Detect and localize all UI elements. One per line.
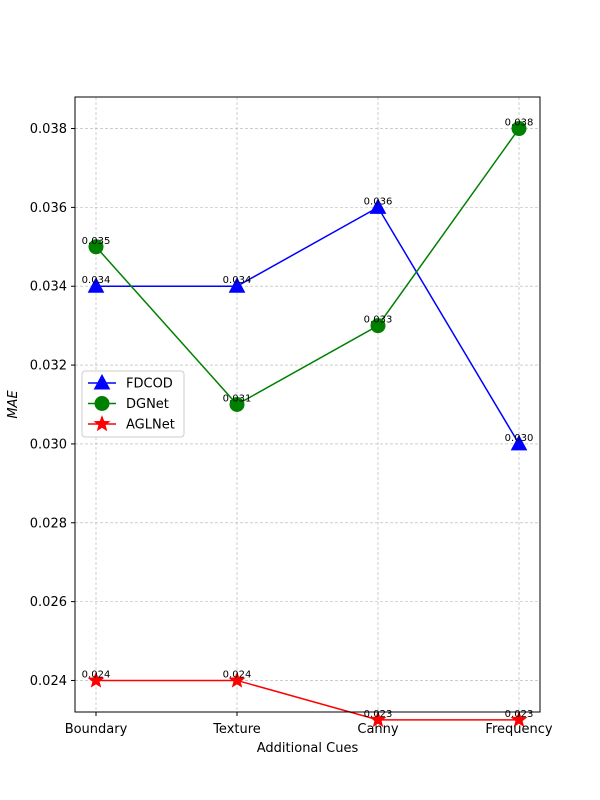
legend-label: FDCOD — [126, 377, 173, 392]
data-point — [511, 121, 527, 137]
data-point — [229, 397, 245, 412]
legend-marker — [93, 373, 111, 390]
x-tick-label: Texture — [212, 722, 261, 737]
y-tick-label: 0.024 — [30, 674, 67, 689]
series-aglnet — [87, 671, 528, 728]
y-tick-label: 0.032 — [30, 359, 67, 374]
series-line — [96, 679, 519, 721]
data-label: 0.036 — [364, 196, 393, 207]
legend-marker — [93, 415, 111, 432]
plot-frame — [74, 96, 541, 713]
series-layer — [87, 121, 528, 728]
legend-item: AGLNet — [88, 415, 175, 433]
x-tick-label: Boundary — [65, 722, 128, 737]
data-label: 0.030 — [505, 433, 534, 444]
data-point — [369, 710, 387, 728]
legend-item: FDCOD — [88, 373, 173, 392]
x-axis: Boundary Texture Canny Frequency — [65, 712, 553, 737]
data-point — [228, 671, 246, 688]
data-label: 0.034 — [223, 275, 252, 286]
y-axis: 0.024 0.026 0.028 0.030 0.032 0.034 0.036 0.038 — [30, 122, 75, 689]
y-tick-label: 0.028 — [30, 516, 67, 531]
y-tick-label: 0.034 — [30, 280, 67, 295]
series-fdcod — [87, 198, 528, 451]
data-label: 0.033 — [364, 315, 393, 326]
data-point — [87, 671, 105, 688]
x-axis-label: Additional Cues — [257, 741, 359, 756]
y-tick-label: 0.026 — [30, 595, 67, 610]
data-label: 0.024 — [82, 669, 111, 680]
legend-label: DGNet — [126, 397, 169, 412]
series-dgnet — [88, 121, 527, 412]
data-point — [370, 318, 386, 334]
x-tick-label: Canny — [357, 722, 399, 737]
legend-label: AGLNet — [126, 418, 175, 433]
data-point — [228, 277, 246, 293]
data-point — [88, 239, 104, 255]
legend-item: DGNet — [88, 396, 169, 412]
data-label: 0.024 — [223, 669, 252, 680]
y-axis-label: MAE — [6, 390, 21, 419]
series-line — [96, 206, 520, 445]
legend-marker — [94, 396, 110, 411]
data-label: 0.031 — [223, 394, 252, 405]
data-point — [510, 434, 528, 451]
legend: FDCOD DGNet AGLNet — [81, 370, 185, 438]
y-tick-label: 0.038 — [30, 122, 67, 137]
data-label: 0.035 — [82, 236, 111, 247]
data-point — [369, 198, 387, 214]
y-tick-label: 0.036 — [30, 201, 67, 216]
y-tick-label: 0.030 — [30, 437, 67, 452]
x-tick-label: Frequency — [485, 722, 552, 737]
data-label: 0.038 — [505, 118, 534, 129]
series-line — [95, 128, 520, 406]
data-point — [510, 710, 528, 728]
data-label: 0.034 — [82, 275, 111, 286]
data-point — [87, 277, 105, 293]
